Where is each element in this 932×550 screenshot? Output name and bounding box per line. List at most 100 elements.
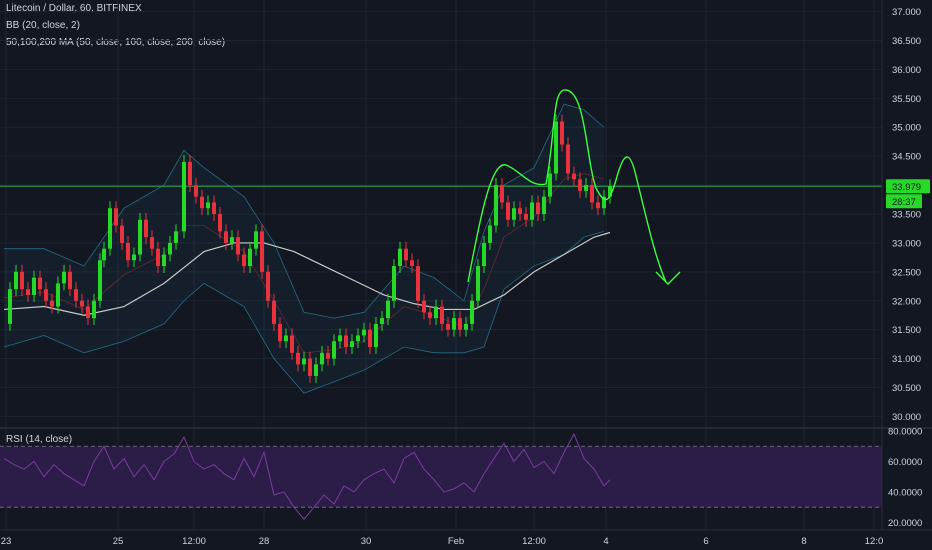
candle-body bbox=[368, 329, 372, 348]
candle-body bbox=[120, 225, 124, 243]
candle-body bbox=[416, 266, 420, 301]
candle-body bbox=[278, 323, 282, 342]
grid-lines bbox=[0, 0, 882, 530]
candle-body bbox=[476, 266, 480, 301]
candle-body bbox=[338, 335, 342, 342]
candle-body bbox=[114, 208, 118, 226]
rsi-axis-tick: 20.0000 bbox=[888, 518, 922, 529]
candle-body bbox=[14, 271, 18, 290]
candle-body bbox=[74, 289, 78, 301]
candle-body bbox=[320, 352, 324, 365]
candle-body bbox=[392, 266, 396, 301]
price-axis-tick: 36.000 bbox=[892, 65, 921, 76]
price-axis-tick: 33.500 bbox=[892, 210, 921, 221]
candle-body bbox=[446, 323, 450, 330]
candle-body bbox=[156, 248, 160, 267]
candle-body bbox=[440, 306, 444, 324]
price-axis-tick: 32.500 bbox=[892, 267, 921, 278]
candle-body bbox=[548, 173, 552, 197]
price-badge-bg bbox=[886, 179, 930, 194]
candle-body bbox=[218, 214, 222, 232]
candle-body bbox=[380, 318, 384, 324]
candle-body bbox=[290, 335, 294, 353]
candle-body bbox=[530, 202, 534, 220]
candle-body bbox=[524, 214, 528, 220]
candle-body bbox=[578, 179, 582, 191]
price-axis-tick: 34.500 bbox=[892, 152, 921, 163]
candle-body bbox=[168, 242, 172, 255]
candle-body bbox=[296, 352, 300, 365]
candle-body bbox=[482, 242, 486, 267]
candle-body bbox=[144, 219, 148, 238]
candle-body bbox=[8, 289, 12, 324]
price-axis-tick: 35.500 bbox=[892, 94, 921, 105]
candle-body bbox=[500, 185, 504, 203]
candle-body bbox=[138, 219, 142, 255]
candle-body bbox=[242, 254, 246, 267]
ma-indicator-label[interactable]: 50,100,200 MA (50, close, 100, close, 20… bbox=[6, 37, 226, 48]
candle-body bbox=[350, 341, 354, 348]
candle-body bbox=[536, 202, 540, 214]
time-axis-tick: 12:0 bbox=[865, 536, 884, 547]
candle-body bbox=[50, 300, 54, 307]
price-badge: 33.979 28:37 bbox=[886, 179, 930, 209]
countdown-badge-bg bbox=[886, 194, 922, 209]
candle-body bbox=[20, 271, 24, 290]
candle-body bbox=[212, 202, 216, 214]
candle-body bbox=[284, 335, 288, 342]
time-axis-tick: 8 bbox=[801, 536, 806, 547]
candle-body bbox=[182, 161, 186, 232]
candle-body bbox=[102, 248, 106, 261]
price-badge-value: 33.979 bbox=[892, 182, 921, 193]
candle-body bbox=[506, 202, 510, 220]
time-axis-tick: 6 bbox=[703, 536, 708, 547]
candle-body bbox=[62, 271, 66, 284]
time-axis-tick: 28 bbox=[259, 536, 270, 547]
rsi-axis-tick: 60.0000 bbox=[888, 457, 922, 468]
time-axis-tick: 30 bbox=[361, 536, 372, 547]
candle-body bbox=[356, 335, 360, 342]
price-axis-tick: 30.500 bbox=[892, 383, 921, 394]
candle-body bbox=[32, 277, 36, 295]
candle-body bbox=[92, 300, 96, 319]
candle-body bbox=[608, 186, 612, 197]
candle-body bbox=[174, 231, 178, 243]
candle-body bbox=[162, 254, 166, 267]
rsi-indicator-label[interactable]: RSI (14, close) bbox=[6, 434, 73, 445]
candle-body bbox=[302, 358, 306, 365]
price-axis-tick: 31.000 bbox=[892, 354, 921, 365]
candles bbox=[8, 114, 612, 383]
candle-body bbox=[188, 161, 192, 186]
rsi-line bbox=[3, 432, 611, 521]
candle-body bbox=[206, 202, 210, 209]
candle-body bbox=[554, 121, 558, 174]
candle-body bbox=[452, 318, 456, 330]
candle-body bbox=[68, 271, 72, 290]
candle-body bbox=[602, 196, 606, 209]
candle-body bbox=[230, 237, 234, 243]
countdown-badge-value: 28:37 bbox=[892, 197, 916, 208]
rsi-axis-tick: 40.0000 bbox=[888, 487, 922, 498]
candle-body bbox=[108, 208, 112, 249]
candle-body bbox=[422, 300, 426, 313]
time-axis-tick: 4 bbox=[603, 536, 608, 547]
bb-indicator-label[interactable]: BB (20, close, 2) bbox=[6, 20, 80, 31]
rsi-axis-tick: 80.0000 bbox=[888, 427, 922, 438]
time-axis-tick: 23 bbox=[1, 536, 12, 547]
chart-title: Litecoin / Dollar, 60, BITFINEX bbox=[6, 3, 142, 14]
price-axis-tick: 33.000 bbox=[892, 238, 921, 249]
candle-body bbox=[464, 323, 468, 330]
candle-body bbox=[44, 289, 48, 301]
price-axis-tick: 31.500 bbox=[892, 325, 921, 336]
candle-body bbox=[272, 300, 276, 324]
time-axis-tick: Feb bbox=[448, 536, 464, 547]
candle-body bbox=[248, 248, 252, 267]
candle-body bbox=[470, 300, 474, 324]
candle-body bbox=[596, 202, 600, 209]
candle-body bbox=[494, 185, 498, 226]
ma-line bbox=[3, 231, 611, 316]
bollinger-bands bbox=[3, 103, 605, 394]
bb-upper bbox=[4, 103, 605, 319]
candle-body bbox=[98, 260, 102, 301]
